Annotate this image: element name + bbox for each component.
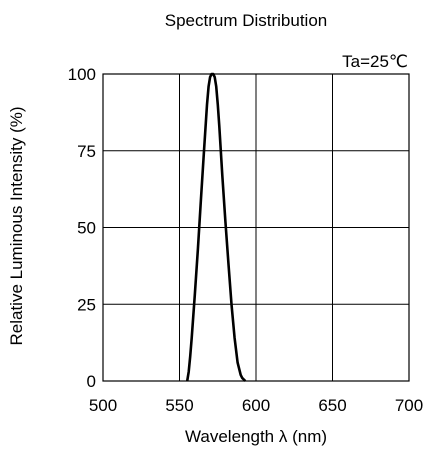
x-tick-label: 550: [165, 396, 193, 415]
x-axis-label: Wavelength λ (nm): [185, 427, 327, 446]
y-tick-labels: 0 25 50 75 100: [68, 65, 96, 391]
x-tick-labels: 500 550 600 650 700: [89, 396, 423, 415]
grid-lines: [103, 74, 409, 381]
chart-title: Spectrum Distribution: [165, 11, 328, 30]
spectrum-curve: [185, 72, 247, 382]
x-tick-label: 700: [395, 396, 423, 415]
x-tick-label: 500: [89, 396, 117, 415]
plot-frame: [102, 73, 410, 382]
y-axis-label: Relative Luminous Intensity (%): [7, 106, 26, 345]
y-tick-label: 50: [77, 219, 96, 238]
y-tick-label: 100: [68, 65, 96, 84]
x-tick-label: 600: [242, 396, 270, 415]
temperature-annotation: Ta=25℃: [342, 52, 408, 71]
series-layer: [185, 72, 247, 382]
y-tick-label: 0: [87, 372, 96, 391]
y-tick-label: 25: [77, 295, 96, 314]
x-tick-label: 650: [318, 396, 346, 415]
y-tick-label: 75: [77, 142, 96, 161]
